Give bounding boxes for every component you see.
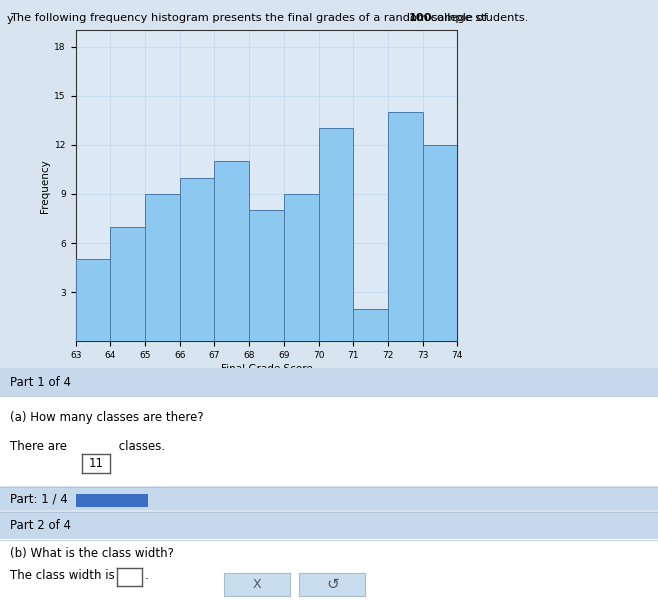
Bar — [145, 194, 180, 341]
Bar — [422, 145, 457, 341]
Bar — [353, 309, 388, 341]
Bar — [111, 226, 145, 341]
Text: (a) How many classes are there?: (a) How many classes are there? — [10, 411, 203, 424]
Bar — [318, 129, 353, 341]
Text: The class width is: The class width is — [10, 568, 118, 582]
Bar — [76, 259, 111, 341]
Bar — [284, 194, 318, 341]
Text: (b) What is the class width?: (b) What is the class width? — [10, 547, 174, 560]
Bar — [249, 210, 284, 341]
X-axis label: Final Grade Score: Final Grade Score — [220, 364, 313, 374]
Text: Part: 1 / 4: Part: 1 / 4 — [10, 492, 68, 506]
Text: 100: 100 — [409, 13, 432, 24]
Text: There are: There are — [10, 440, 70, 454]
Text: 11: 11 — [89, 457, 103, 470]
Y-axis label: Frequency: Frequency — [40, 159, 50, 213]
Text: ↺: ↺ — [326, 577, 339, 592]
Text: Part 2 of 4: Part 2 of 4 — [10, 519, 71, 532]
Text: classes.: classes. — [115, 440, 165, 454]
Text: X: X — [252, 578, 261, 591]
Bar — [215, 161, 249, 341]
Text: .: . — [145, 568, 149, 582]
Text: The following frequency histogram presents the final grades of a random sample o: The following frequency histogram presen… — [10, 13, 491, 24]
Text: y: y — [7, 14, 14, 24]
Text: college students.: college students. — [427, 13, 528, 24]
Text: x: x — [465, 385, 472, 395]
Bar — [180, 178, 215, 341]
Text: Part 1 of 4: Part 1 of 4 — [10, 376, 71, 389]
Bar — [388, 112, 422, 341]
